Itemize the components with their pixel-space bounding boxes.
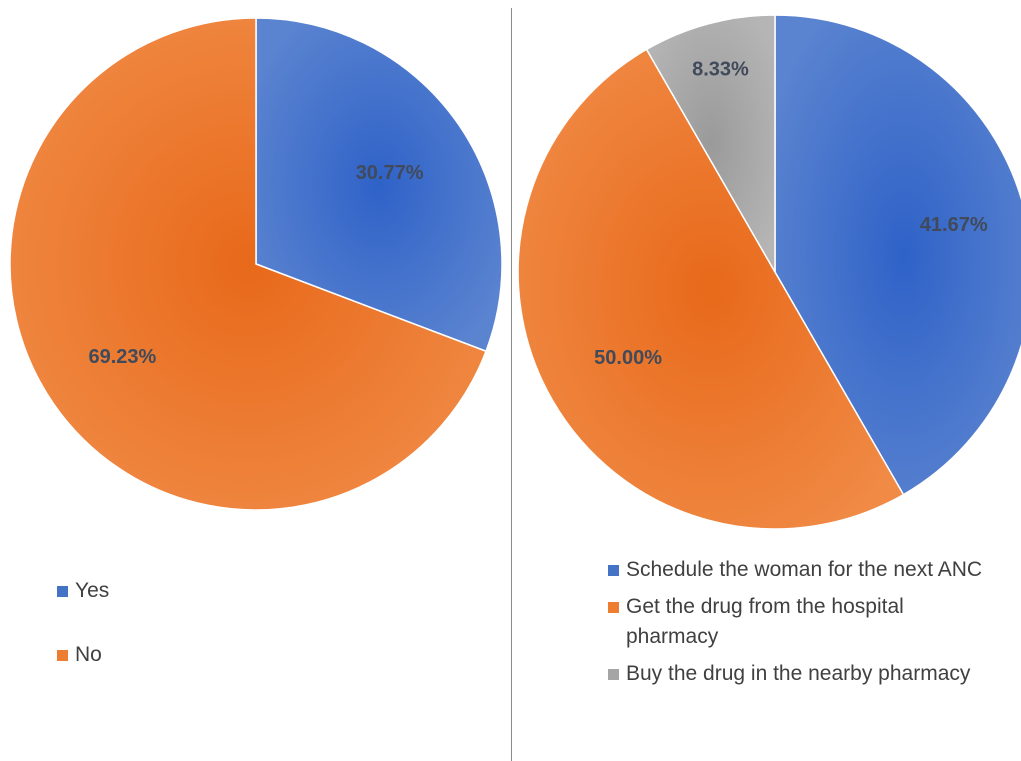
legend-label-no: No xyxy=(75,643,102,666)
data-label-schedule-the-woman-for-the-next-anc: 41.67% xyxy=(920,214,988,236)
legend-swatch-no xyxy=(57,650,68,661)
legend-label-schedule: Schedule the woman for the next ANC xyxy=(626,558,983,581)
data-label-get-the-drug-from-the-hospital-pharmacy: 50.00% xyxy=(594,347,662,369)
data-label-yes: 30.77% xyxy=(356,162,424,184)
data-label-buy-the-drug-in-the-nearby-pharmacy: 8.33% xyxy=(692,58,749,80)
pie-slice-get-the-drug-from-the-hospital-pharmacy xyxy=(517,48,905,530)
legend-swatch-schedule xyxy=(608,565,619,576)
legend-item-schedule: Schedule the woman for the next ANC xyxy=(608,555,1008,585)
legend-item-hospital-pharmacy: Get the drug from the hospital pharmacy xyxy=(608,592,1008,652)
legend-left: Yes No xyxy=(57,576,109,704)
pie-slice-schedule-the-woman-for-the-next-anc xyxy=(774,14,1021,496)
legend-label-yes: Yes xyxy=(75,579,110,602)
pie-chart-left: 30.77% 69.23% xyxy=(9,17,503,511)
chart-divider xyxy=(511,8,512,761)
legend-swatch-hospital-pharmacy xyxy=(608,602,619,613)
legend-label-nearby-pharmacy: Buy the drug in the nearby pharmacy xyxy=(626,662,971,685)
legend-swatch-nearby-pharmacy xyxy=(608,669,619,680)
legend-item-nearby-pharmacy: Buy the drug in the nearby pharmacy xyxy=(608,659,1008,689)
legend-item-no: No xyxy=(57,640,109,670)
legend-label-hospital-pharmacy: Get the drug from the hospital pharmacy xyxy=(626,595,904,648)
pie-chart-right: 41.67% 50.00% 8.33% xyxy=(517,14,1021,530)
pie-slice-yes xyxy=(255,17,503,353)
data-label-no: 69.23% xyxy=(88,346,156,368)
pie-slice-no xyxy=(9,17,487,511)
legend-swatch-yes xyxy=(57,586,68,597)
legend-item-yes: Yes xyxy=(57,576,109,606)
legend-right: Schedule the woman for the next ANC Get … xyxy=(608,555,1008,696)
pie-slice-buy-the-drug-in-the-nearby-pharmacy xyxy=(645,14,776,275)
